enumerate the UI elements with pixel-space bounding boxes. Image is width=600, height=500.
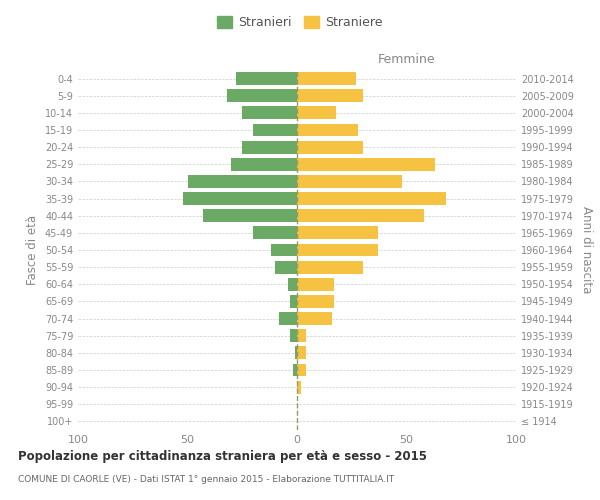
Bar <box>297 330 306 342</box>
Y-axis label: Anni di nascita: Anni di nascita <box>580 206 593 294</box>
Bar <box>297 364 306 376</box>
Bar <box>183 192 297 205</box>
Bar <box>297 124 358 136</box>
Bar <box>253 226 297 239</box>
Text: Popolazione per cittadinanza straniera per età e sesso - 2015: Popolazione per cittadinanza straniera p… <box>18 450 427 463</box>
Bar <box>297 380 301 394</box>
Bar <box>297 295 334 308</box>
Bar <box>297 175 402 188</box>
Bar <box>227 90 297 102</box>
Bar <box>297 226 378 239</box>
Bar <box>297 90 363 102</box>
Bar <box>297 278 334 290</box>
Bar <box>297 140 363 153</box>
Bar <box>280 312 297 325</box>
Bar <box>290 330 297 342</box>
Bar <box>293 364 297 376</box>
Bar <box>297 106 337 120</box>
Bar <box>297 210 424 222</box>
Bar <box>187 175 297 188</box>
Bar <box>253 124 297 136</box>
Bar <box>290 295 297 308</box>
Bar <box>297 346 306 360</box>
Bar <box>297 260 363 274</box>
Legend: Stranieri, Straniere: Stranieri, Straniere <box>212 11 388 34</box>
Bar <box>242 106 297 120</box>
Y-axis label: Fasce di età: Fasce di età <box>26 215 39 285</box>
Bar <box>297 192 446 205</box>
Bar <box>288 278 297 290</box>
Bar <box>275 260 297 274</box>
Bar <box>297 312 332 325</box>
Bar <box>236 72 297 85</box>
Bar <box>295 346 297 360</box>
Bar <box>232 158 297 170</box>
Bar <box>203 210 297 222</box>
Bar <box>297 158 435 170</box>
Bar <box>242 140 297 153</box>
Bar <box>297 244 378 256</box>
Bar <box>297 72 356 85</box>
Text: Femmine: Femmine <box>377 54 436 66</box>
Text: COMUNE DI CAORLE (VE) - Dati ISTAT 1° gennaio 2015 - Elaborazione TUTTITALIA.IT: COMUNE DI CAORLE (VE) - Dati ISTAT 1° ge… <box>18 475 394 484</box>
Bar <box>271 244 297 256</box>
